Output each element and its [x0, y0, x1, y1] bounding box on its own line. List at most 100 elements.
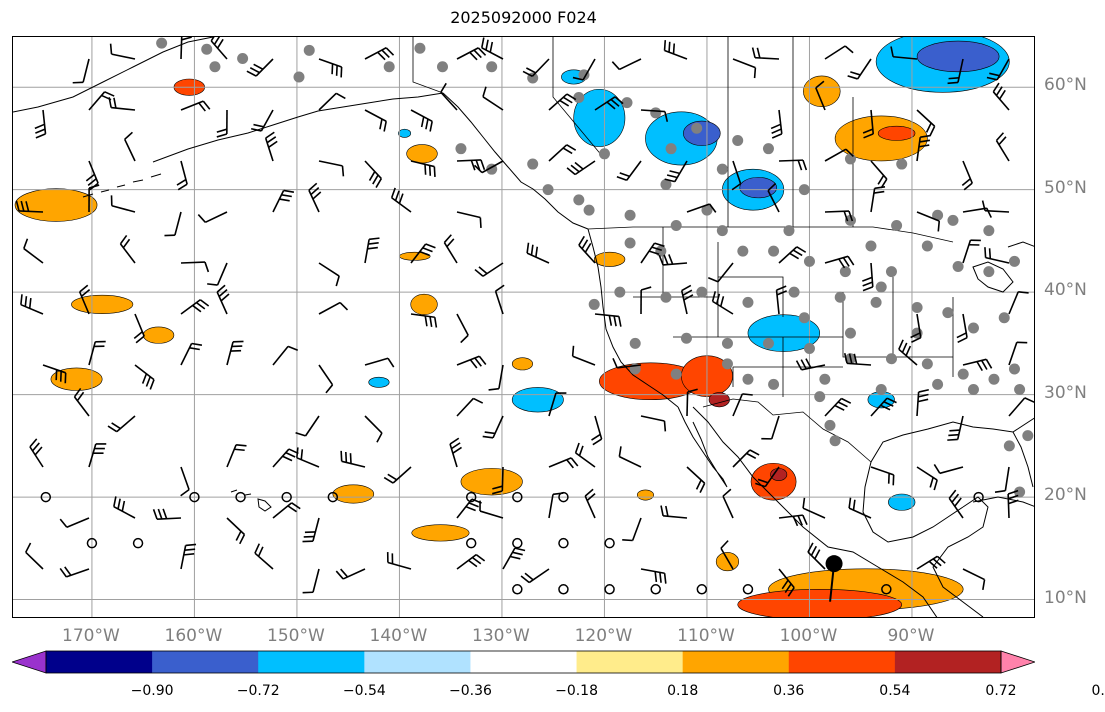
wind-barb — [548, 492, 564, 519]
alaska-panhandle — [442, 92, 589, 230]
station-dot — [665, 143, 677, 155]
colorbar-segment — [682, 651, 790, 673]
wind-barb — [107, 415, 136, 433]
wind-barb — [133, 313, 145, 344]
calm-circle — [650, 584, 661, 595]
calm-circles — [40, 491, 984, 595]
negative-shade-10 — [888, 493, 916, 511]
station-dot — [614, 286, 626, 298]
wind-barb — [910, 313, 922, 343]
wind-barb — [824, 45, 854, 60]
colorbar-segment — [258, 651, 365, 673]
wind-barb — [658, 254, 688, 266]
shading-layer — [14, 37, 1010, 617]
wind-barb — [962, 207, 992, 218]
positive-shade-14 — [332, 484, 375, 504]
positive-shade-3 — [50, 367, 103, 391]
station-dot — [844, 153, 856, 165]
wind-barb — [616, 160, 642, 182]
colorbar-segment — [46, 651, 153, 673]
station-dot — [621, 97, 633, 109]
wind-barb — [123, 131, 136, 162]
station-dot — [696, 286, 708, 298]
positive-shade-24 — [636, 489, 654, 501]
station-dot — [201, 43, 213, 55]
station-dot — [839, 266, 851, 278]
calm-circle — [512, 584, 523, 595]
station-dot — [983, 225, 995, 237]
florida — [1012, 431, 1034, 488]
wind-barb — [916, 466, 938, 491]
wind-barb — [916, 109, 936, 136]
wind-barb — [707, 262, 734, 283]
wind-barb — [640, 286, 652, 315]
lon-label: 110°W — [677, 626, 735, 646]
wind-barb — [843, 353, 872, 366]
wind-barb — [272, 448, 299, 468]
wind-barb — [956, 313, 968, 344]
wind-barb — [731, 160, 742, 191]
wind-barb — [295, 415, 320, 437]
station-dot — [598, 148, 610, 160]
wind-barb — [59, 517, 90, 528]
wind-barb — [898, 339, 918, 366]
positive-shade-20 — [877, 125, 916, 141]
wind-barb — [572, 58, 596, 81]
station-dot — [680, 332, 692, 344]
wind-barb — [109, 43, 136, 60]
station-dot — [1022, 430, 1034, 442]
wind-barb — [520, 568, 550, 584]
political-borders — [412, 37, 954, 463]
station-dot — [1014, 486, 1026, 498]
station-dot — [768, 378, 780, 390]
lon-label: 170°W — [62, 626, 120, 646]
wind-barb — [1008, 291, 1029, 315]
station-dot — [670, 220, 682, 232]
wind-barb — [318, 262, 340, 287]
wind-barb — [207, 262, 228, 286]
wind-barb — [456, 211, 482, 229]
positive-shade-21 — [803, 75, 841, 107]
wind-barb — [584, 488, 596, 519]
negative-shade-2 — [683, 120, 721, 146]
wind-barb — [622, 517, 642, 542]
wind-barb — [180, 543, 197, 570]
calm-circle — [235, 491, 246, 503]
colorbar-tick-label: −0.18 — [555, 683, 598, 699]
highlight-dot — [825, 555, 843, 573]
positive-shade-18 — [737, 588, 902, 617]
station-dot — [455, 143, 467, 155]
wind-barb — [986, 58, 1010, 81]
colorbar-segment — [576, 651, 684, 673]
wind-barb — [870, 397, 897, 417]
station-dot — [803, 255, 815, 267]
wind-barb — [302, 568, 320, 594]
wind-barb — [410, 243, 436, 264]
station-dot — [921, 358, 933, 370]
wind-barb — [824, 210, 854, 222]
wind-barb — [180, 37, 192, 60]
negative-shade-4 — [739, 177, 777, 199]
negative-shade-6 — [916, 40, 1000, 73]
wind-barb — [1008, 341, 1028, 366]
wind-barb — [456, 397, 484, 417]
wind-barb — [364, 109, 387, 132]
wind-barb — [113, 496, 136, 519]
wind-barb — [961, 160, 973, 191]
calm-circle — [696, 584, 708, 595]
wind-barb — [1007, 489, 1019, 519]
wind-barb — [246, 58, 274, 77]
wind-barb — [210, 37, 228, 60]
wind-barb — [962, 358, 993, 372]
calm-circle — [512, 491, 523, 503]
wind-barb — [571, 345, 596, 366]
wind-barb — [1008, 397, 1034, 417]
wind-barb — [474, 262, 504, 277]
wind-barb — [618, 446, 642, 468]
wind-barb — [770, 109, 783, 139]
wind-barb — [78, 284, 91, 315]
station-dot — [891, 220, 903, 232]
wind-barb — [88, 340, 106, 366]
calm-circle — [742, 584, 754, 595]
wind-barb — [180, 299, 210, 315]
